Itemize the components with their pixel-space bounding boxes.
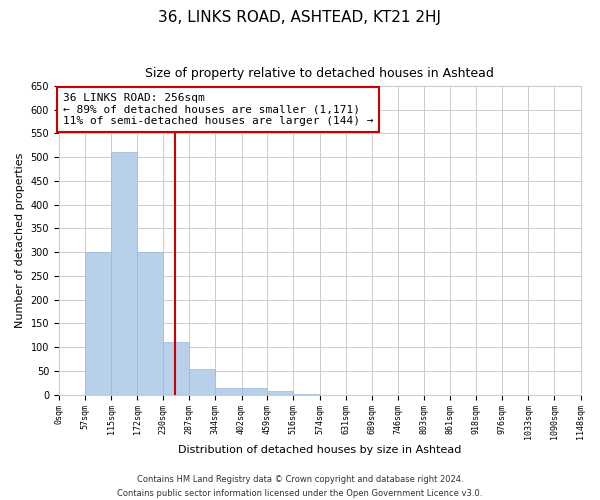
X-axis label: Distribution of detached houses by size in Ashtead: Distribution of detached houses by size … [178,445,461,455]
Text: 36, LINKS ROAD, ASHTEAD, KT21 2HJ: 36, LINKS ROAD, ASHTEAD, KT21 2HJ [158,10,442,25]
Bar [137,252,163,394]
Bar [190,368,215,394]
Bar [242,388,268,394]
Bar [111,152,137,394]
Text: Contains HM Land Registry data © Crown copyright and database right 2024.
Contai: Contains HM Land Registry data © Crown c… [118,476,482,498]
Y-axis label: Number of detached properties: Number of detached properties [15,152,25,328]
Bar [85,252,111,394]
Title: Size of property relative to detached houses in Ashtead: Size of property relative to detached ho… [145,68,494,80]
Bar [163,342,190,394]
Bar [215,388,242,394]
Bar [268,392,293,394]
Text: 36 LINKS ROAD: 256sqm
← 89% of detached houses are smaller (1,171)
11% of semi-d: 36 LINKS ROAD: 256sqm ← 89% of detached … [62,93,373,126]
